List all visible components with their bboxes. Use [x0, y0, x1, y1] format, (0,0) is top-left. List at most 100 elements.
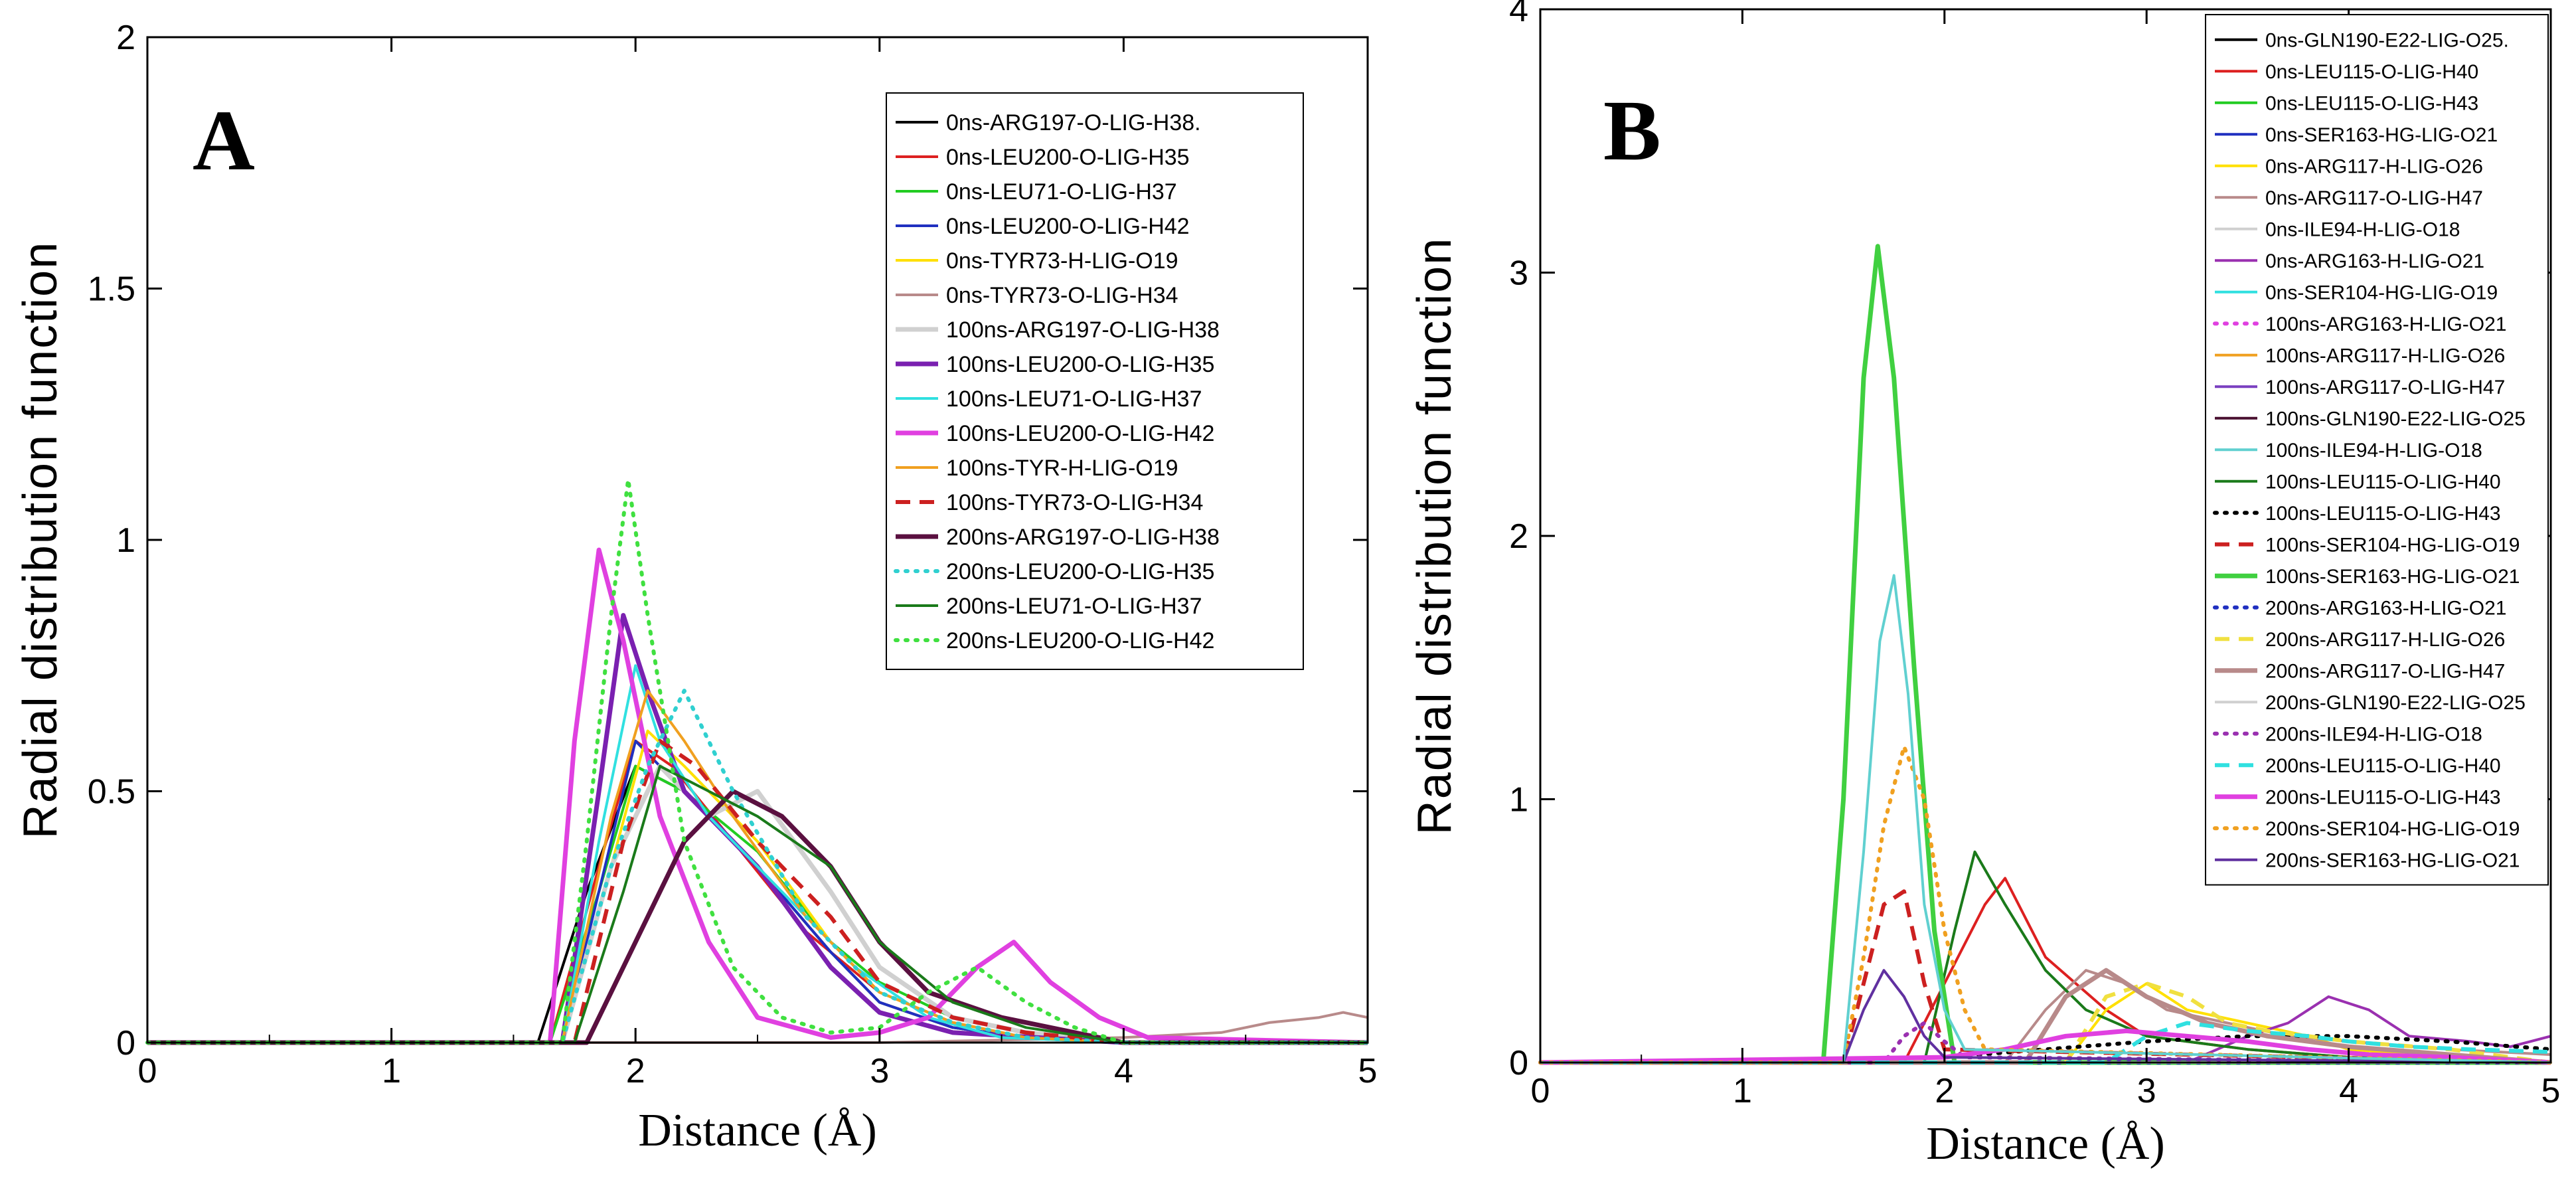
legend-box: [886, 92, 1304, 670]
legend-label: 200ns-ARG163-H-LIG-O21: [2265, 597, 2507, 619]
x-tick-label: 0: [1531, 1072, 1550, 1110]
legend-label: 0ns-LEU71-O-LIG-H37: [946, 179, 1177, 205]
legend-label: 0ns-ARG197-O-LIG-H38.: [946, 110, 1201, 135]
legend-label: 100ns-ARG163-H-LIG-O21: [2265, 313, 2507, 335]
series-line-200ns-ser104-hg-lig-o19: [1538, 744, 2553, 1065]
chart-panel-b: 0 1 2 3 4 5 0 1 2 3 4 B Distance (Å) Radial distri…: [1408, 0, 2560, 1169]
legend-label: 200ns-GLN190-E22-LIG-O25: [2265, 692, 2526, 714]
series-line-200ns-ile94-h-lig-o18: [1538, 1021, 2553, 1065]
series-line-100ns-ser163-hg-lig-o21: [1540, 244, 2551, 1065]
legend-label: 200ns-LEU200-O-LIG-H35: [946, 559, 1214, 584]
series-line-100ns-tyr-h-lig-o19: [147, 689, 1368, 1044]
y-tick-label: 0: [116, 1024, 135, 1063]
axis-ticks-b: 0 1 2 3 4 5 0 1 2 3 4: [1509, 0, 2560, 1110]
legend-label: 200ns-ARG117-H-LIG-O26: [2265, 629, 2505, 651]
panel-label-a: A: [193, 93, 255, 189]
series-line-200ns-leu200-o-lig-h42: [145, 477, 1370, 1045]
legend-label: 200ns-LEU115-O-LIG-H43: [2265, 786, 2501, 808]
legend-label: 100ns-GLN190-E22-LIG-O25: [2265, 408, 2526, 430]
series-line-200ns-leu115-o-lig-h40: [1540, 1021, 2551, 1065]
legend-label: 0ns-ARG117-H-LIG-O26: [2265, 155, 2483, 177]
legend-label: 100ns-LEU200-O-LIG-H35: [946, 352, 1214, 377]
legend-label: 0ns-TYR73-O-LIG-H34: [946, 283, 1178, 308]
legend-label: 200ns-LEU71-O-LIG-H37: [946, 594, 1202, 619]
legend-label: 0ns-LEU115-O-LIG-H40: [2265, 61, 2478, 83]
legend-label: 200ns-ILE94-H-LIG-O18: [2265, 723, 2482, 745]
legend-label: 0ns-ARG117-O-LIG-H47: [2265, 187, 2483, 209]
legend-label: 200ns-SER163-HG-LIG-O21: [2265, 849, 2520, 871]
y-tick-label: 0.5: [88, 773, 135, 811]
x-axis-title-a: Distance (Å): [638, 1105, 877, 1156]
legend-label: 200ns-LEU115-O-LIG-H40: [2265, 755, 2501, 777]
series-line-200ns-leu115-o-lig-h43: [1540, 1028, 2551, 1065]
series-line-200ns-ser163-hg-lig-o21: [1540, 969, 2551, 1064]
series-line-100ns-leu71-o-lig-h37: [147, 664, 1368, 1044]
x-tick-label: 3: [870, 1052, 889, 1090]
x-axis-title-b: Distance (Å): [1926, 1118, 2165, 1169]
legend-b: 0ns-GLN190-E22-LIG-O25. 0ns-LEU115-O-LIG-…: [2205, 14, 2549, 886]
series-line-200ns-arg117-o-lig-h47: [1540, 968, 2551, 1065]
legend-label: 200ns-LEU200-O-LIG-H42: [946, 628, 1214, 653]
legend-label: 100ns-SER104-HG-LIG-O19: [2265, 534, 2520, 556]
legend-label: 100ns-ARG117-H-LIG-O26: [2265, 345, 2505, 367]
legend-label: 0ns-LEU200-O-LIG-H42: [946, 214, 1190, 239]
y-tick-label: 1: [116, 521, 135, 560]
legend-label: 100ns-LEU200-O-LIG-H42: [946, 421, 1214, 446]
legend-label: 100ns-LEU115-O-LIG-H43: [2265, 503, 2501, 525]
series-line-100ns-ile94-h-lig-o18-peak: [1540, 574, 2551, 1064]
y-tick-label: 0: [1509, 1044, 1528, 1082]
x-tick-label: 4: [1114, 1052, 1133, 1090]
legend-a: 0ns-ARG197-O-LIG-H38. 0ns-LEU200-O-LIG-H3…: [886, 92, 1304, 670]
x-tick-label: 5: [2541, 1072, 2561, 1110]
legend-label: 0ns-ARG163-H-LIG-O21: [2265, 250, 2484, 272]
y-tick-label: 1: [1509, 781, 1528, 819]
legend-label: 200ns-ARG197-O-LIG-H38: [946, 525, 1220, 550]
legend-box: [2205, 14, 2549, 886]
series-line-200ns-leu200-o-lig-h35: [145, 689, 1370, 1045]
legend-label: 100ns-TYR73-O-LIG-H34: [946, 490, 1203, 515]
series-line-0ns-arg163-h-lig-o21: [1540, 995, 2551, 1064]
series-line-200ns-arg117-h-lig-o26: [1540, 981, 2551, 1065]
y-tick-label: 1.5: [88, 270, 135, 309]
y-tick-label: 2: [116, 19, 135, 57]
x-tick-label: 2: [626, 1052, 645, 1090]
legend-label: 100ns-LEU115-O-LIG-H40: [2265, 471, 2501, 493]
series-line-200ns-leu71-o-lig-h37: [147, 764, 1368, 1044]
axis-ticks-a: 0 1 2 3 4 5 0 0.5 1 1.5 2: [88, 19, 1378, 1090]
y-tick-label: 4: [1509, 0, 1528, 29]
series-line-100ns-leu200-o-lig-h42: [147, 547, 1368, 1045]
series-line-100ns-leu115-o-lig-h40: [1540, 850, 2551, 1064]
x-tick-label: 0: [138, 1052, 157, 1090]
legend-label: 0ns-SER104-HG-LIG-O19: [2265, 282, 2498, 303]
legend-label: 200ns-SER104-HG-LIG-O19: [2265, 818, 2520, 840]
legend-label: 100ns-SER163-HG-LIG-O21: [2265, 566, 2520, 588]
legend-label: 100ns-TYR-H-LIG-O19: [946, 456, 1178, 481]
legend-label: 0ns-LEU115-O-LIG-H43: [2265, 92, 2478, 114]
legend-label: 0ns-TYR73-H-LIG-O19: [946, 248, 1178, 274]
legend-label: 0ns-ILE94-H-LIG-O18: [2265, 218, 2460, 240]
y-axis-title-a: Radial distribution function: [14, 241, 67, 839]
legend-label: 100ns-ARG197-O-LIG-H38: [946, 317, 1220, 343]
legend-label: 0ns-LEU200-O-LIG-H35: [946, 145, 1190, 170]
legend-label: 100ns-ARG117-O-LIG-H47: [2265, 377, 2505, 398]
series-line-100ns-tyr73-o-lig-h34: [147, 738, 1368, 1045]
x-tick-label: 3: [2137, 1072, 2156, 1110]
x-tick-label: 1: [1733, 1072, 1752, 1110]
plot-area-a: [145, 477, 1370, 1045]
series-line-100ns-ser104-hg-lig-o19: [1540, 889, 2551, 1065]
x-tick-label: 4: [2339, 1072, 2358, 1110]
legend-label: 200ns-ARG117-O-LIG-H47: [2265, 660, 2505, 682]
y-axis-title-b: Radial distribution function: [1408, 237, 1461, 835]
panel-label-b: B: [1603, 83, 1661, 179]
legend-label: 100ns-LEU71-O-LIG-H37: [946, 386, 1202, 412]
x-tick-label: 1: [382, 1052, 401, 1090]
chart-panel-a: 0 1 2 3 4 5 0 0.5 1 1.5 2 A Distance (Å) Radial di…: [14, 19, 1377, 1156]
y-tick-label: 3: [1509, 254, 1528, 293]
legend-label: 100ns-ILE94-H-LIG-O18: [2265, 440, 2482, 462]
x-tick-label: 2: [1935, 1072, 1954, 1110]
legend-label: 0ns-GLN190-E22-LIG-O25.: [2265, 29, 2509, 51]
x-tick-label: 5: [1358, 1052, 1378, 1090]
legend-label: 0ns-SER163-HG-LIG-O21: [2265, 124, 2498, 146]
y-tick-label: 2: [1509, 517, 1528, 556]
